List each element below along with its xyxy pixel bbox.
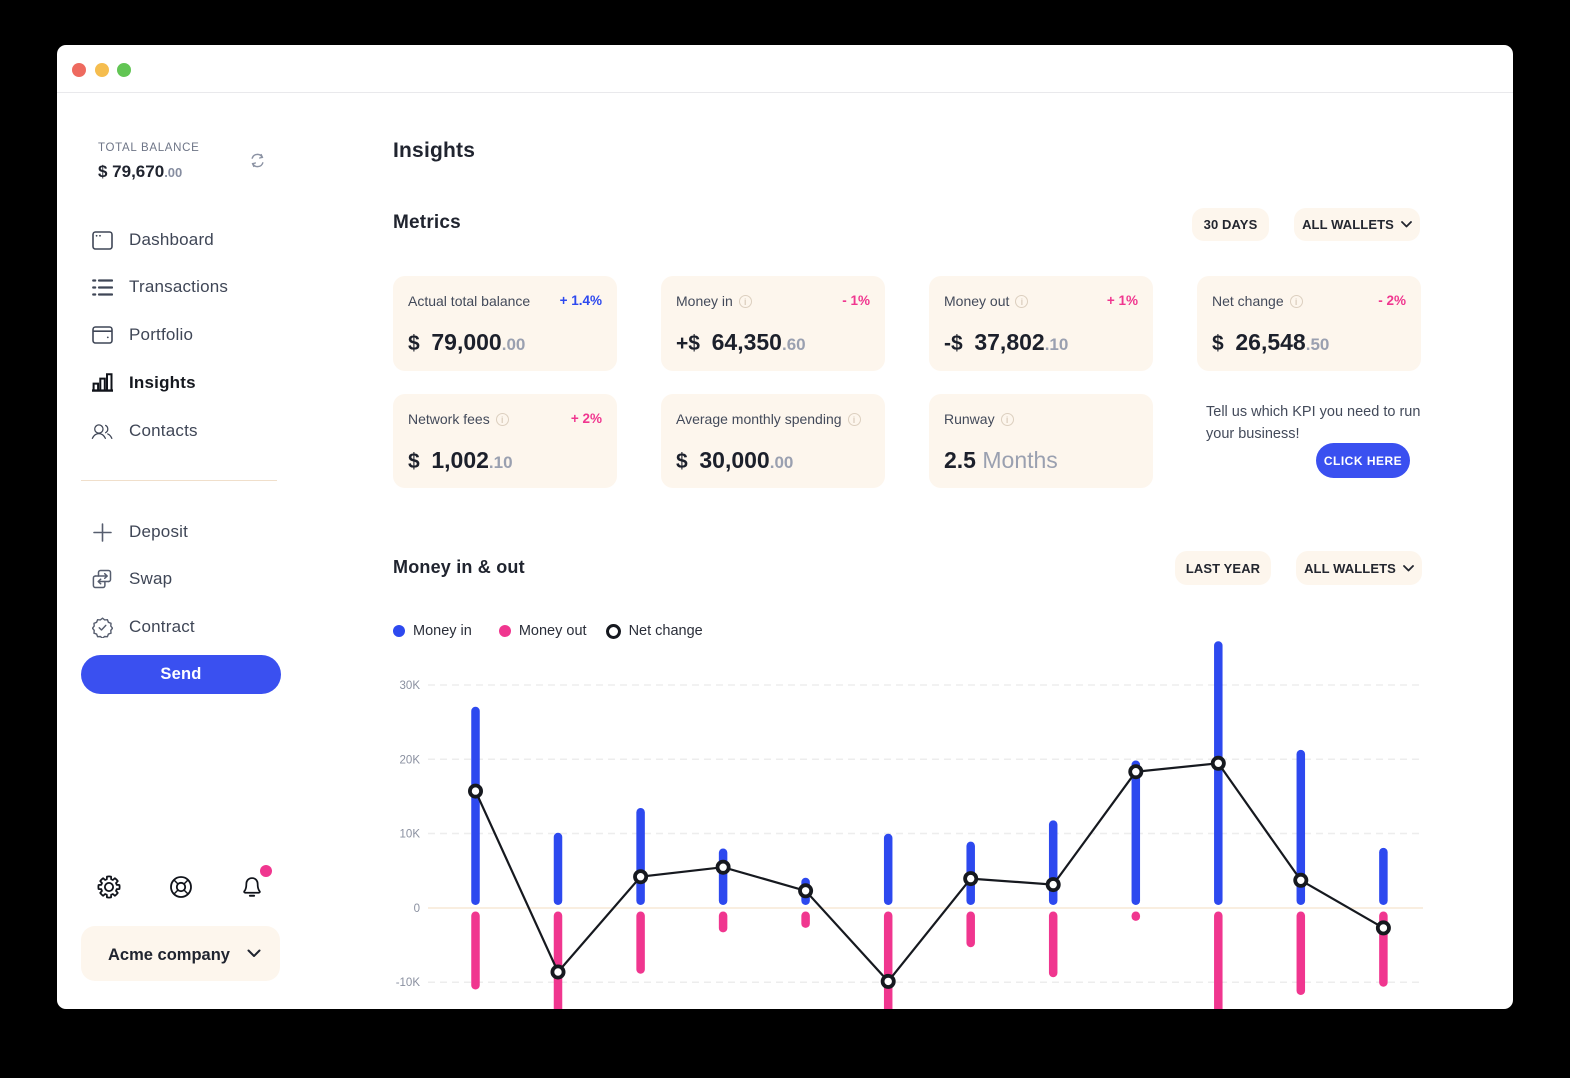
svg-text:-10K: -10K	[396, 977, 421, 989]
svg-text:0: 0	[414, 903, 420, 915]
svg-text:10K: 10K	[400, 829, 421, 841]
svg-text:30K: 30K	[400, 680, 421, 692]
svg-text:20K: 20K	[400, 754, 421, 766]
